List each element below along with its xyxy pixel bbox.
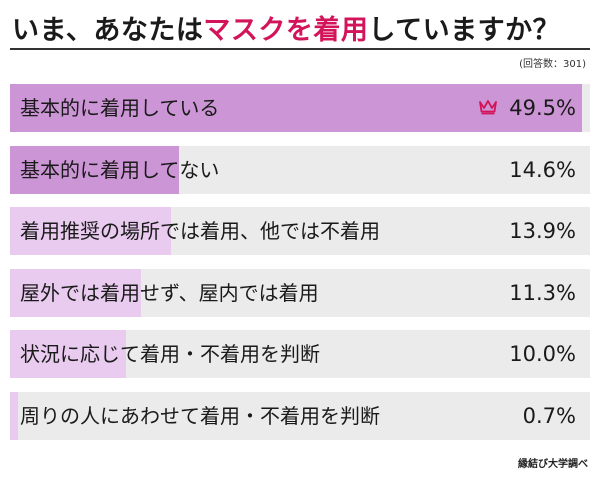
bar bbox=[10, 207, 171, 255]
title-after: していますか？ bbox=[368, 15, 561, 46]
category-label: 屋外では着用せず、屋内では着用 bbox=[20, 280, 319, 305]
category-label: 基本的に着用している bbox=[20, 96, 220, 120]
bar-row: 基本的に着用してない 14.6% bbox=[10, 145, 590, 194]
bar bbox=[10, 268, 141, 317]
category-label: 状況に応じて着用・不着用を判断 bbox=[20, 342, 320, 366]
bar-chart: 基本的に着用している 49.5% 基本的に着用してない 14.6% 着用推奨の場所では着… bbox=[10, 84, 590, 453]
bar-row: 状況に応じて着用・不着用を判断 10.0% bbox=[10, 330, 590, 378]
crown-icon bbox=[479, 100, 497, 115]
source-credit: 縁結び大学調べ bbox=[518, 459, 588, 470]
value-label: 14.6% bbox=[509, 157, 576, 182]
value-label: 49.5% bbox=[509, 96, 576, 120]
value-label: 13.9% bbox=[509, 219, 576, 243]
bar-row: 着用推奨の場所では着用、他では不着用 13.9% bbox=[10, 207, 590, 255]
value-label: 0.7% bbox=[522, 403, 576, 428]
title-underline bbox=[10, 48, 590, 50]
bar-row: 屋外では着用せず、屋内では着用 11.3% bbox=[10, 268, 590, 317]
bar bbox=[10, 84, 583, 132]
title-highlight: マスクを着用 bbox=[203, 15, 369, 46]
value-label: 11.3% bbox=[509, 280, 576, 305]
value-label: 10.0% bbox=[509, 342, 576, 366]
bar bbox=[10, 330, 126, 378]
category-label: 着用推奨の場所では着用、他では不着用 bbox=[20, 219, 380, 243]
category-label: 周りの人にあわせて着用・不着用を判断 bbox=[20, 403, 380, 428]
bar-row: 基本的に着用している 49.5% bbox=[10, 84, 590, 132]
category-label: 基本的に着用してない bbox=[20, 157, 220, 182]
sample-size-note: (回答数：301) bbox=[519, 59, 586, 70]
chart-title: いま、あなたはマスクを着用していますか？ bbox=[12, 8, 560, 47]
bar bbox=[10, 391, 19, 440]
title-before: いま、あなたは bbox=[12, 15, 204, 46]
bar bbox=[10, 145, 179, 194]
bar-row: 周りの人にあわせて着用・不着用を判断 0.7% bbox=[10, 391, 590, 440]
